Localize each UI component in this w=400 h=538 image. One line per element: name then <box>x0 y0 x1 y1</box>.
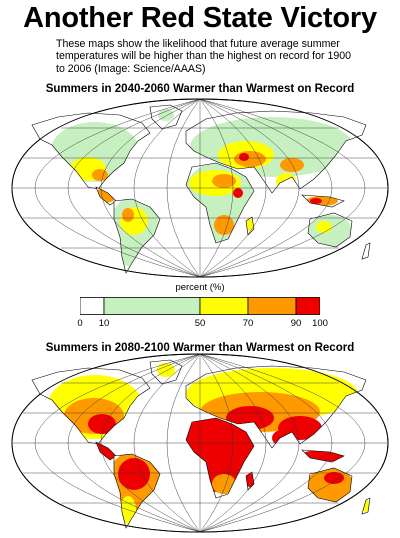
coastline-se-asia-islands <box>301 194 345 208</box>
coastline-north-america <box>31 367 151 445</box>
map-title-2040-2060: Summers in 2040-2060 Warmer than Warmest… <box>45 83 355 95</box>
coastline-new-zealand <box>361 497 371 515</box>
coastline-central-america <box>95 441 117 461</box>
heat-cell <box>316 221 332 233</box>
coastline-central-america <box>95 186 117 206</box>
heat-cell <box>246 219 254 231</box>
coastline-south-america <box>113 198 161 274</box>
coastline-se-asia-islands <box>301 449 345 463</box>
heat-eurasia <box>190 117 354 189</box>
coastline-greenland <box>149 104 183 130</box>
graticule <box>12 353 388 533</box>
coastline-madagascar <box>245 216 255 236</box>
heat-australia <box>308 215 352 247</box>
heat-cell <box>157 363 175 377</box>
graticule <box>12 98 388 278</box>
globe-border <box>11 98 389 278</box>
coastline-australia <box>307 467 353 503</box>
coastline-madagascar <box>245 471 255 491</box>
headline: Another Red State Victory <box>23 2 377 34</box>
meridian-line <box>166 98 201 278</box>
legend-tick-90: 90 <box>290 318 302 329</box>
heat-australia <box>308 468 352 502</box>
heat-cell <box>212 174 236 188</box>
heat-cell <box>324 472 344 484</box>
heat-madagascar <box>246 219 254 231</box>
coastline-south-america <box>113 453 161 529</box>
legend-bin-0 <box>80 297 105 315</box>
heat-cell <box>280 158 304 172</box>
legend-tick-0: 0 <box>77 318 83 329</box>
heat-cell <box>118 458 150 490</box>
heat-cell <box>233 188 243 198</box>
map-2080-2100 <box>11 353 389 533</box>
legend-title: percent (%) <box>175 282 225 293</box>
legend-bin-4 <box>295 297 320 315</box>
coastline-north-america <box>31 112 151 190</box>
map-2040-2060 <box>11 98 389 278</box>
coastline-new-zealand <box>361 242 371 260</box>
legend-bin-1 <box>103 297 201 315</box>
heat-cell <box>212 474 236 494</box>
legend-bin-2 <box>199 297 249 315</box>
heat-greenland <box>157 363 175 377</box>
heat-cell <box>214 215 234 235</box>
coastline-africa <box>185 417 255 499</box>
legend-color-bar <box>80 297 320 315</box>
legend-tick-100: 100 <box>312 318 328 329</box>
map-title-2080-2100: Summers in 2080-2100 Warmer than Warmest… <box>45 342 355 354</box>
meridian-line <box>199 98 234 278</box>
meridian-line <box>199 353 234 533</box>
globe-border <box>11 353 389 533</box>
heat-cell <box>88 414 116 434</box>
legend-tick-70: 70 <box>242 318 254 329</box>
coastline-africa <box>185 162 255 244</box>
heat-cell <box>122 208 134 222</box>
coastline-australia <box>307 212 353 248</box>
legend-tick-10: 10 <box>98 318 110 329</box>
caption: These maps show the likelihood that futu… <box>56 38 352 75</box>
coastline-greenland <box>149 359 183 385</box>
heat-cell <box>310 198 322 204</box>
legend-bin-3 <box>247 297 297 315</box>
legend-tick-50: 50 <box>194 318 206 329</box>
heat-cell <box>239 153 249 161</box>
meridian-line <box>166 353 201 533</box>
